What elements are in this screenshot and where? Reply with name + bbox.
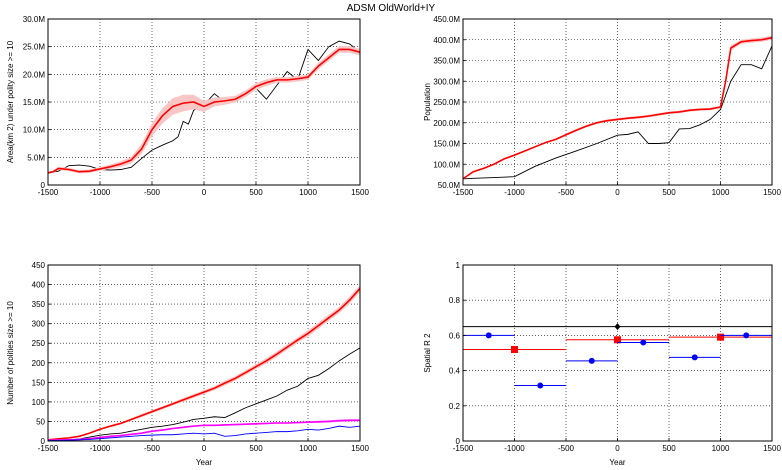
x-tick-label: -500 bbox=[558, 444, 575, 453]
figure-title: ADSM OldWorld+IY bbox=[346, 3, 436, 14]
y-tick-label: 350.0M bbox=[433, 57, 460, 66]
x-tick-label: -1500 bbox=[38, 188, 59, 197]
x-tick-label: -1500 bbox=[453, 444, 474, 453]
series-line-0 bbox=[462, 45, 773, 180]
x-tick-label: 1500 bbox=[763, 188, 781, 197]
x-tick-label: 1500 bbox=[351, 444, 369, 453]
data-point-circle bbox=[588, 357, 595, 364]
y-axis-label: Spatial R 2 bbox=[423, 333, 432, 373]
series-line-1 bbox=[462, 36, 773, 180]
x-tick-label: 1500 bbox=[763, 444, 781, 453]
chart-1: -1500 -1000 -500 0 500 1000 1500 50.0M 100.0M 150… bbox=[423, 15, 781, 197]
x-tick-label: -1000 bbox=[90, 188, 111, 197]
y-tick-label: 15.0M bbox=[23, 98, 46, 107]
data-point-diamond bbox=[614, 323, 621, 331]
x-tick-label: 0 bbox=[615, 188, 620, 197]
x-tick-label: 0 bbox=[202, 188, 207, 197]
x-tick-label: 1000 bbox=[299, 444, 317, 453]
x-tick-label: 500 bbox=[662, 188, 676, 197]
y-tick-label: 0.2 bbox=[449, 402, 461, 411]
series-line-2 bbox=[47, 419, 360, 442]
x-tick-label: 1000 bbox=[712, 444, 730, 453]
y-tick-label: 300.0M bbox=[433, 77, 460, 86]
y-tick-label: 300 bbox=[32, 320, 46, 329]
chart-2: -1500 -1000 -500 0 500 1000 1500 0 50 100 150 200 25… bbox=[6, 261, 369, 467]
y-tick-label: 50.0M bbox=[438, 181, 461, 190]
chart-0: -1500 -1000 -500 0 500 1000 1500 0 5.0M 10.0M 15.0… bbox=[6, 15, 369, 197]
x-tick-label: -1000 bbox=[90, 444, 111, 453]
y-tick-label: 150 bbox=[32, 378, 46, 387]
series-line-1 bbox=[47, 347, 361, 441]
x-tick-label: 500 bbox=[662, 444, 676, 453]
x-tick-label: -500 bbox=[144, 444, 161, 453]
series-band-1 bbox=[48, 46, 360, 174]
x-tick-label: 500 bbox=[249, 444, 263, 453]
data-point-circle bbox=[691, 354, 698, 361]
y-tick-label: 350 bbox=[32, 300, 46, 309]
y-tick-label: 1 bbox=[456, 261, 461, 270]
y-tick-label: 50 bbox=[36, 417, 45, 426]
x-tick-label: -1000 bbox=[504, 188, 525, 197]
x-axis-label: Year bbox=[196, 458, 213, 467]
x-tick-label: 0 bbox=[615, 444, 620, 453]
data-point-circle bbox=[743, 332, 750, 339]
x-tick-label: 1000 bbox=[299, 188, 317, 197]
series-line-0 bbox=[47, 287, 361, 441]
y-tick-label: 250.0M bbox=[433, 98, 460, 107]
y-tick-label: 10.0M bbox=[23, 126, 46, 135]
chart-3: -1500 -1000 -500 0 500 1000 1500 0 0.2 0.4 0.6 0.8 1… bbox=[423, 261, 781, 467]
y-tick-label: 400 bbox=[32, 281, 46, 290]
x-tick-label: -1500 bbox=[38, 444, 59, 453]
y-tick-label: 30.0M bbox=[23, 15, 46, 24]
x-tick-label: 0 bbox=[202, 444, 207, 453]
y-tick-label: 0.6 bbox=[449, 331, 461, 340]
data-point-square bbox=[717, 333, 724, 341]
y-tick-label: 400.0M bbox=[433, 36, 460, 45]
y-tick-label: 0 bbox=[41, 181, 46, 190]
y-tick-label: 250 bbox=[32, 339, 46, 348]
y-tick-label: 100.0M bbox=[433, 160, 460, 169]
x-axis-label: Year bbox=[609, 458, 626, 467]
x-tick-label: 500 bbox=[249, 188, 263, 197]
y-tick-label: 450.0M bbox=[433, 15, 460, 24]
y-tick-label: 25.0M bbox=[23, 43, 46, 52]
x-tick-label: -1500 bbox=[453, 188, 474, 197]
y-tick-label: 100 bbox=[32, 398, 46, 407]
y-tick-label: 0.8 bbox=[449, 296, 461, 305]
y-tick-label: 200 bbox=[32, 359, 46, 368]
x-tick-label: -1000 bbox=[504, 444, 525, 453]
series-line-3 bbox=[47, 425, 361, 442]
x-tick-label: -500 bbox=[144, 188, 161, 197]
data-point-square bbox=[614, 336, 621, 344]
x-tick-label: 1000 bbox=[712, 188, 730, 197]
data-point-square bbox=[511, 345, 518, 353]
y-axis-label: Area(km 2) under polity size >= 10 bbox=[6, 40, 15, 163]
x-tick-label: -500 bbox=[558, 188, 575, 197]
y-axis-label: Population bbox=[423, 83, 432, 121]
x-tick-label: 1500 bbox=[351, 188, 369, 197]
y-tick-label: 450 bbox=[32, 261, 46, 270]
data-point-circle bbox=[485, 332, 492, 339]
y-tick-label: 0 bbox=[41, 437, 46, 446]
y-tick-label: 200.0M bbox=[433, 119, 460, 128]
y-tick-label: 0.4 bbox=[449, 367, 461, 376]
y-axis-label: Number of polities size >= 10 bbox=[6, 301, 15, 405]
y-tick-label: 150.0M bbox=[433, 140, 460, 149]
data-point-circle bbox=[640, 339, 647, 346]
y-tick-label: 0 bbox=[456, 437, 461, 446]
data-point-circle bbox=[537, 382, 544, 389]
series-line-1 bbox=[47, 48, 361, 174]
y-tick-label: 5.0M bbox=[27, 153, 45, 162]
y-tick-label: 20.0M bbox=[23, 70, 46, 79]
